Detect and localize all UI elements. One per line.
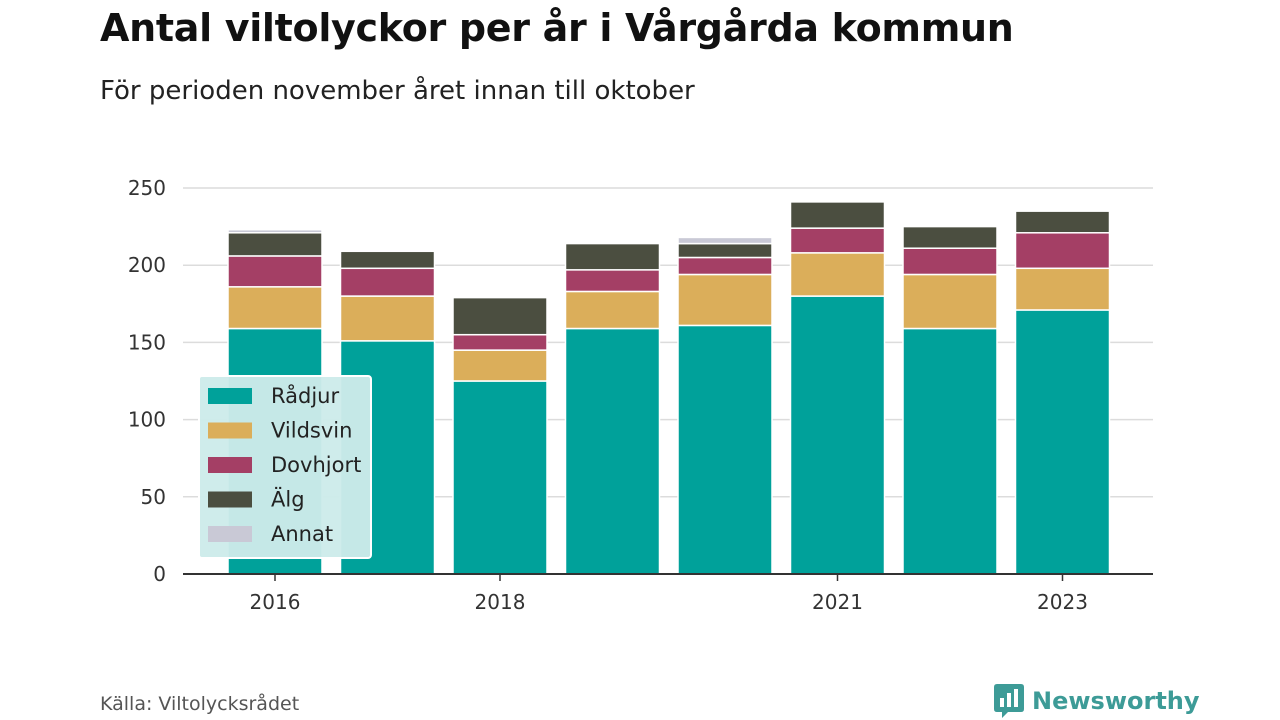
y-tick-label: 50 bbox=[141, 485, 166, 509]
bar-segment-2021-älg[interactable] bbox=[789, 201, 886, 229]
bar-segment-2018-älg[interactable] bbox=[452, 296, 548, 336]
legend-label[interactable]: Vildsvin bbox=[271, 419, 352, 443]
x-tick-label: 2023 bbox=[1037, 590, 1088, 614]
bar-segment-2020-dovhjort[interactable] bbox=[677, 256, 773, 276]
chart-subtitle: För perioden november året innan till ok… bbox=[100, 76, 695, 106]
bar-segment-2017-dovhjort[interactable] bbox=[339, 267, 436, 297]
bar-segment-2018-rådjur[interactable] bbox=[452, 380, 548, 575]
bar-segment-2018-vildsvin[interactable] bbox=[452, 349, 548, 382]
bar-segment-2021-rådjur[interactable] bbox=[789, 295, 886, 575]
bar-segment-2020-annat[interactable] bbox=[677, 236, 773, 245]
legend-label[interactable]: Annat bbox=[271, 522, 333, 546]
legend-box bbox=[198, 375, 372, 559]
bar-segment-2023-rådjur[interactable] bbox=[1014, 309, 1111, 575]
brand-footer[interactable]: Newsworthy bbox=[994, 684, 1200, 718]
legend-swatch-älg bbox=[208, 491, 252, 508]
y-tick-label: 0 bbox=[153, 562, 166, 586]
bar-segment-2019-vildsvin[interactable] bbox=[564, 290, 661, 330]
bar-segment-2017-älg[interactable] bbox=[339, 250, 436, 270]
bar-segment-2018-dovhjort[interactable] bbox=[452, 333, 548, 351]
x-tick-label: 2021 bbox=[812, 590, 863, 614]
bar-segment-2022-älg[interactable] bbox=[902, 225, 998, 249]
newsworthy-logo-icon bbox=[994, 684, 1024, 718]
bar-segment-2023-vildsvin[interactable] bbox=[1014, 267, 1111, 311]
x-tick-label: 2016 bbox=[250, 590, 301, 614]
brand-name: Newsworthy bbox=[1032, 687, 1200, 715]
legend-swatch-annat bbox=[208, 526, 252, 542]
bar-segment-2016-älg[interactable] bbox=[227, 232, 323, 257]
bar-segment-2019-rådjur[interactable] bbox=[564, 327, 661, 575]
bar-segment-2022-dovhjort[interactable] bbox=[902, 247, 998, 276]
legend-swatch-vildsvin bbox=[208, 422, 252, 439]
bar-segment-2022-rådjur[interactable] bbox=[902, 327, 998, 575]
bar-segment-2022-vildsvin[interactable] bbox=[902, 273, 998, 330]
y-tick-label: 150 bbox=[128, 330, 166, 354]
y-tick-label: 100 bbox=[128, 408, 166, 432]
bar-segment-2023-älg[interactable] bbox=[1014, 210, 1111, 234]
bar-segment-2021-vildsvin[interactable] bbox=[789, 252, 886, 297]
bar-segment-2021-dovhjort[interactable] bbox=[789, 227, 886, 254]
legend-swatch-dovhjort bbox=[208, 457, 252, 473]
legend: Rådjur Vildsvin Dovhjort Älg Annat bbox=[198, 375, 372, 559]
bar-segment-2019-dovhjort[interactable] bbox=[564, 269, 661, 293]
legend-label[interactable]: Dovhjort bbox=[271, 453, 361, 477]
bar-segment-2016-annat[interactable] bbox=[227, 228, 323, 234]
bar-segment-2016-vildsvin[interactable] bbox=[227, 286, 323, 330]
x-tick-label: 2018 bbox=[475, 590, 526, 614]
legend-label[interactable]: Älg bbox=[271, 487, 305, 512]
axes: 0 50 100 150 200 250 2016 2018 2021 2023 bbox=[128, 176, 1153, 614]
chart-title: Antal viltolyckor per år i Vårgårda komm… bbox=[100, 6, 1014, 50]
legend-swatch-rådjur bbox=[208, 388, 252, 404]
bar-segment-2019-älg[interactable] bbox=[564, 242, 661, 271]
y-tick-label: 200 bbox=[128, 253, 166, 277]
source-note: Källa: Viltolycksrådet bbox=[100, 693, 300, 715]
bar-segment-2020-älg[interactable] bbox=[677, 242, 773, 259]
bar-segment-2017-vildsvin[interactable] bbox=[339, 295, 436, 342]
bar-segment-2023-dovhjort[interactable] bbox=[1014, 232, 1111, 270]
bar-segment-2016-dovhjort[interactable] bbox=[227, 255, 323, 288]
bar-segment-2020-rådjur[interactable] bbox=[677, 324, 773, 575]
bar-segment-2020-vildsvin[interactable] bbox=[677, 273, 773, 327]
legend-label[interactable]: Rådjur bbox=[271, 383, 339, 408]
y-tick-label: 250 bbox=[128, 176, 166, 200]
